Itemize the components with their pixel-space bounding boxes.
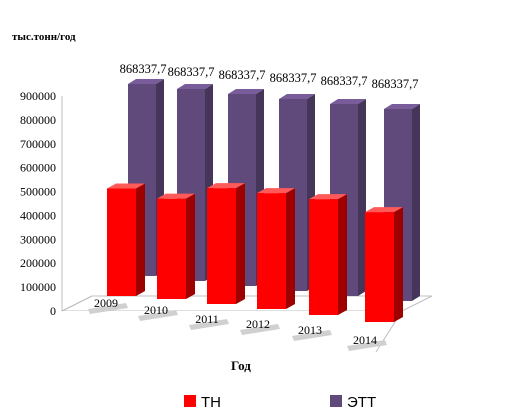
y-tick-label: 800000: [20, 113, 56, 127]
axes: 0 100000 200000 300000 400000 500000 600000 700…: [20, 89, 433, 353]
data-label: 868337,7: [168, 65, 215, 79]
y-tick-label: 300000: [20, 232, 56, 246]
category-plate: [138, 310, 178, 321]
data-label: 868337,7: [372, 77, 419, 91]
bar-tn-side: [186, 193, 195, 299]
data-labels: 868337,7 868337,7 868337,7 868337,7 868337,7…: [120, 62, 419, 91]
y-tick-label: 400000: [20, 208, 56, 222]
category-plate: [292, 330, 332, 341]
bar-tn-top: [107, 183, 145, 189]
bar-tn-side: [394, 207, 403, 322]
bar-ett-top: [128, 79, 164, 84]
bar-tn: [107, 188, 136, 296]
front-series: [107, 183, 403, 322]
y-tick-label: 900000: [20, 89, 56, 103]
x-tick-label: 2011: [195, 312, 219, 326]
bar-tn: [257, 193, 286, 309]
x-tick-label: 2010: [144, 303, 168, 317]
floor-left-edge: [61, 295, 93, 312]
legend-swatch: [330, 395, 342, 407]
bar-ett-top: [330, 99, 366, 104]
category-plate: [240, 324, 280, 335]
legend-label: ТН: [201, 394, 221, 411]
category-plate: [347, 340, 387, 351]
bar-tn-top: [365, 207, 403, 213]
bar-tn-top: [157, 193, 195, 199]
floor: [36, 311, 402, 352]
y-tick-label: 700000: [20, 137, 56, 151]
x-tick-label: 2013: [298, 323, 322, 337]
bar-ett-top: [279, 94, 315, 99]
x-axis-title: Год: [231, 358, 251, 373]
bar-tn-top: [207, 183, 245, 189]
bar-tn: [365, 212, 394, 322]
x-tick-label: 2009: [94, 296, 118, 310]
bar-ett-side: [358, 99, 366, 296]
bar-ett-top: [228, 89, 264, 94]
y-tick-label: 500000: [20, 185, 56, 199]
y-axis-title: тыс.тонн/год: [12, 31, 76, 43]
bar-tn: [157, 198, 186, 299]
data-label: 868337,7: [321, 74, 368, 88]
y-tick-label: 0: [50, 304, 56, 318]
bar-ett-top: [177, 84, 213, 89]
x-tick-label: 2014: [353, 333, 377, 347]
legend: ТН ЭТТ: [184, 394, 376, 411]
bar-ett-side: [412, 104, 420, 301]
data-label: 868337,7: [219, 68, 266, 82]
bar-tn: [309, 199, 338, 315]
legend-swatch: [184, 395, 196, 407]
bar-tn-side: [286, 188, 295, 309]
bar-ett-top: [384, 104, 420, 109]
bar-tn-top: [257, 188, 295, 194]
category-plate: [88, 303, 128, 314]
x-tick-label: 2012: [246, 317, 270, 331]
data-label: 868337,7: [120, 62, 167, 76]
bar-tn-side: [236, 183, 245, 304]
bar-tn-side: [136, 183, 145, 296]
category-plate: [189, 319, 229, 330]
data-label: 868337,7: [270, 71, 317, 85]
legend-label: ЭТТ: [347, 394, 376, 411]
y-tick-label: 100000: [20, 280, 56, 294]
bar-tn-side: [338, 194, 347, 315]
y-tick-label: 200000: [20, 256, 56, 270]
y-tick-label: 600000: [20, 161, 56, 175]
bar-tn-top: [309, 194, 347, 200]
bar-tn: [207, 188, 236, 304]
